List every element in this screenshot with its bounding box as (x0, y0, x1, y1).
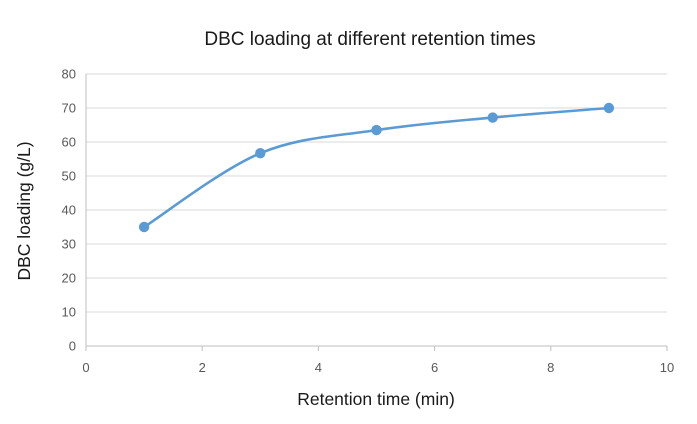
data-point-marker (603, 102, 615, 114)
data-point-marker (255, 148, 266, 159)
y-tick-label: 0 (69, 339, 76, 354)
y-tick-label: 40 (62, 203, 76, 218)
x-tick-label: 0 (82, 360, 89, 375)
y-tick-label: 30 (62, 237, 76, 252)
y-tick-label: 10 (62, 305, 76, 320)
x-tick-label: 2 (199, 360, 206, 375)
y-tick-label: 80 (62, 67, 76, 82)
series-layer (138, 102, 615, 233)
gridlines (86, 73, 667, 313)
x-axis-title: Retention time (min) (297, 389, 455, 409)
y-tick-label: 20 (62, 271, 76, 286)
y-axis-title: DBC loading (g/L) (14, 141, 34, 280)
x-tick-label: 8 (547, 360, 554, 375)
y-tick-label: 50 (62, 169, 76, 184)
y-tick-label: 70 (62, 101, 76, 116)
data-point-marker (138, 221, 150, 233)
y-tick-label: 60 (62, 135, 76, 150)
chart-title: DBC loading at different retention times (204, 29, 535, 50)
x-tick-label: 6 (431, 360, 438, 375)
x-tick-label: 10 (660, 360, 674, 375)
tick-labels: 0 10 20 30 40 50 60 70 80 0 2 4 6 8 10 (62, 67, 675, 376)
axes (85, 74, 668, 351)
data-point-marker (487, 112, 498, 123)
x-tick-label: 4 (315, 360, 322, 375)
data-point-marker (371, 124, 382, 136)
